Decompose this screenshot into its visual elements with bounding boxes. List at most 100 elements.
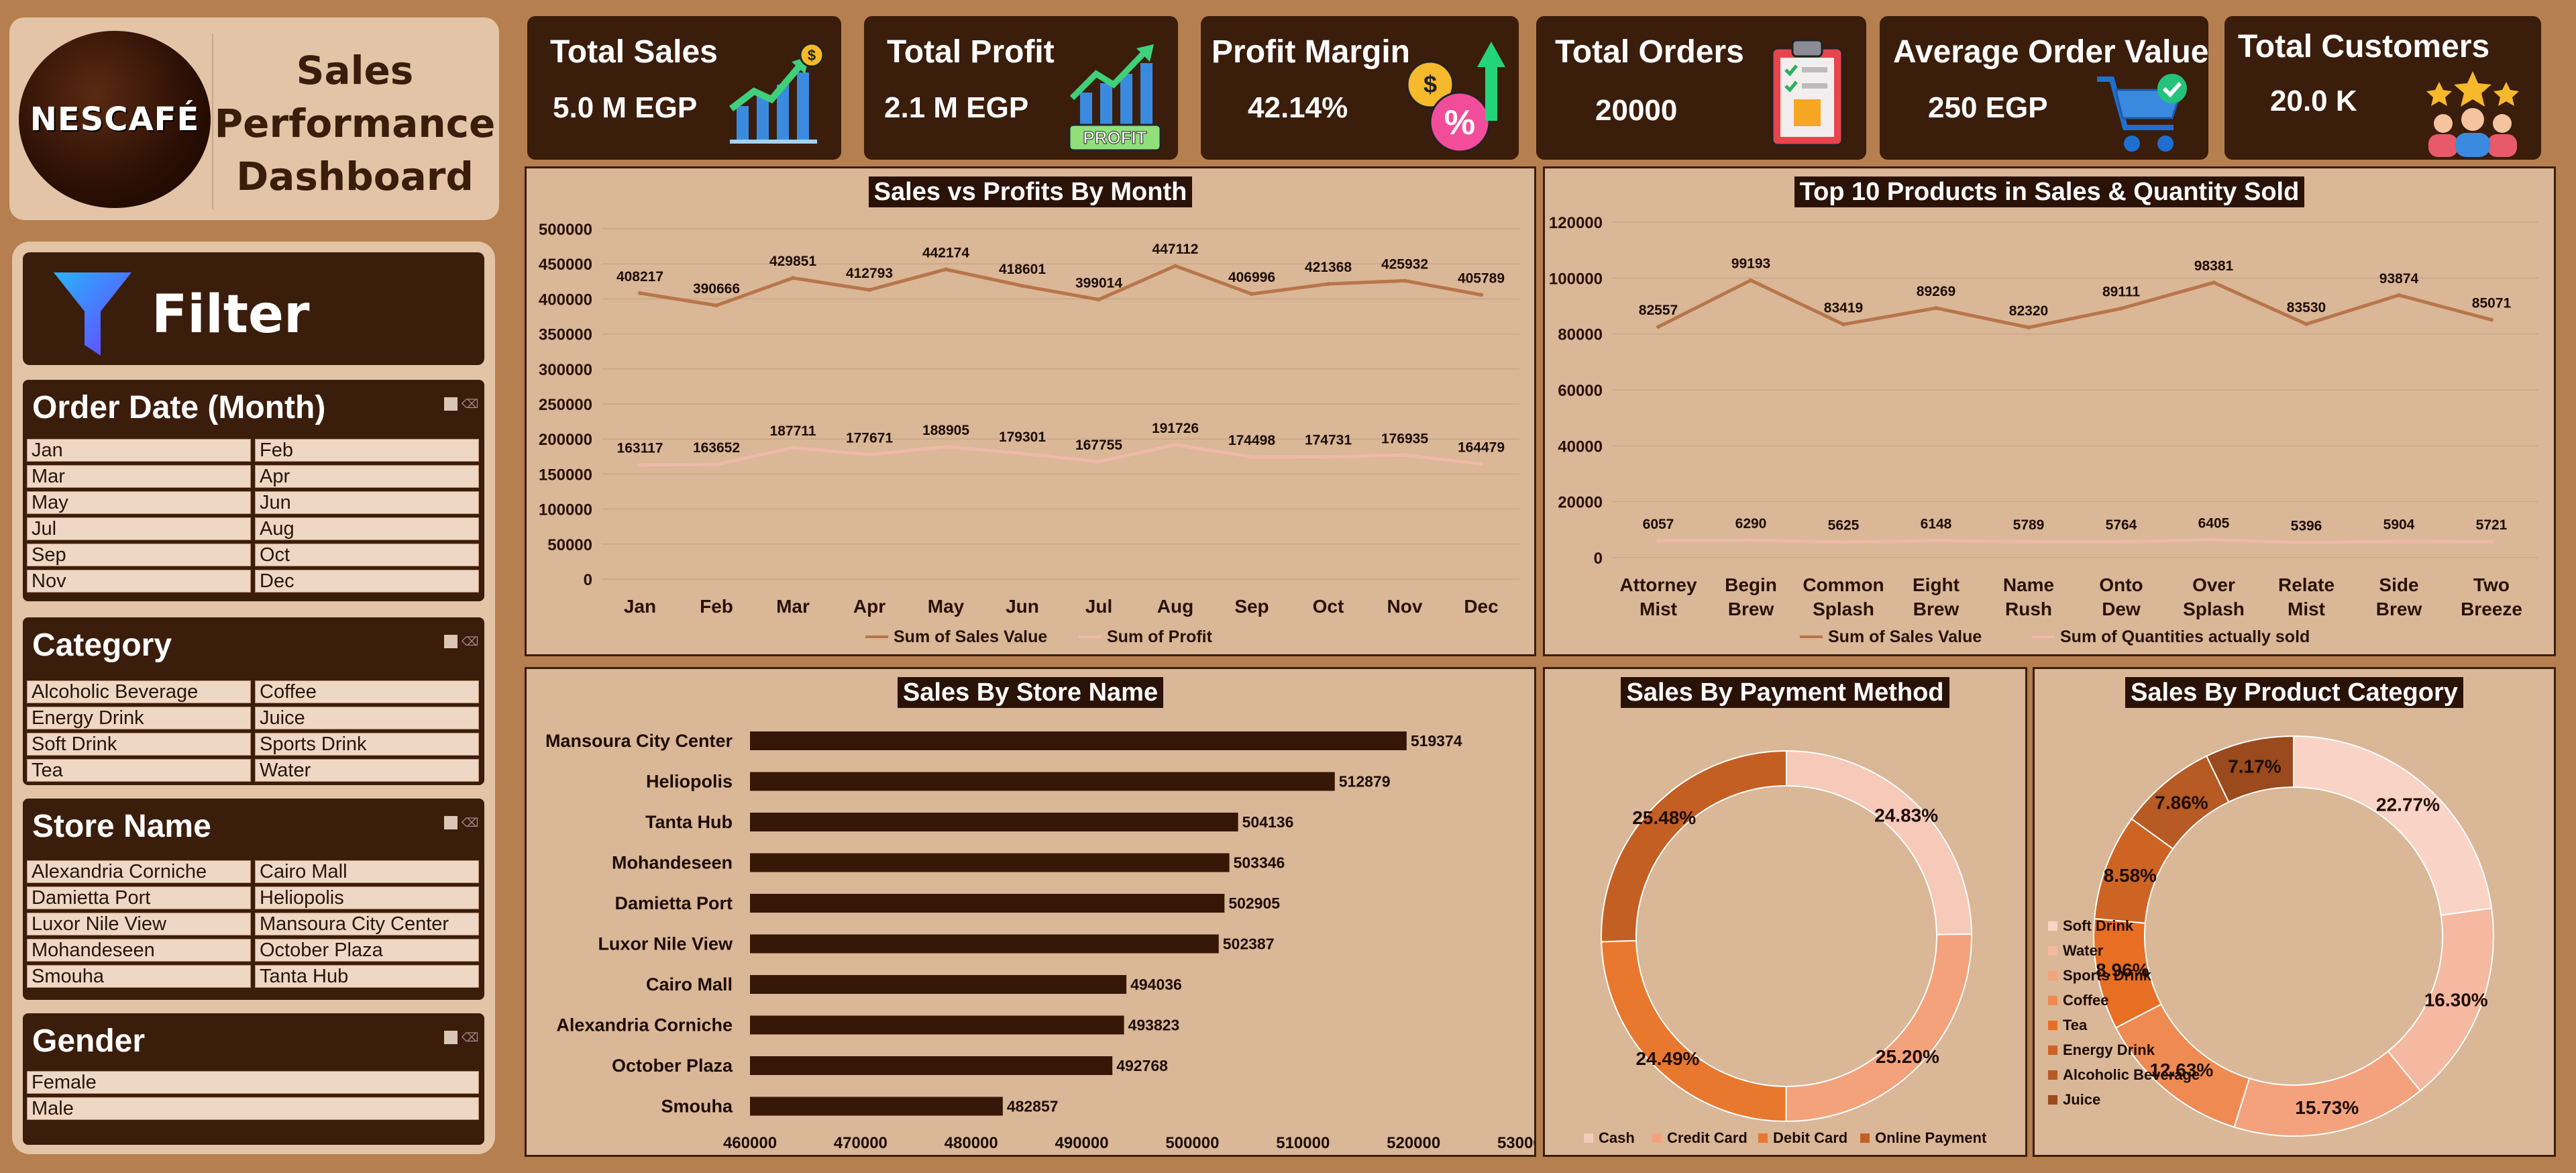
bar-category-label: Luxor Nile View [598, 934, 733, 954]
slicer-item[interactable]: Damietta Port [27, 886, 251, 909]
data-label: 6057 [1643, 517, 1674, 532]
x-tick-label: Name [2003, 574, 2054, 595]
slicer-item[interactable]: Jun [255, 491, 479, 514]
slicer-item[interactable]: Heliopolis [255, 886, 479, 909]
data-point [2304, 540, 2308, 545]
multi-select-icon[interactable]: ⌫ [444, 1031, 478, 1044]
product-category-panel: Sales By Product Category 22.77% 16.30% 15… [2033, 667, 2556, 1157]
logo-text: NESCAFÉ [30, 101, 200, 138]
x-tick-label: Dec [1464, 596, 1498, 617]
y-tick-label: 250000 [539, 396, 592, 414]
data-point [2397, 293, 2401, 297]
slicer-item[interactable]: Dec [255, 570, 479, 593]
donut-slice [1786, 750, 1972, 935]
data-point [1403, 278, 1407, 283]
data-point [2304, 321, 2308, 326]
data-point [2489, 317, 2493, 322]
y-tick-label: 200000 [539, 431, 592, 449]
slicer-item[interactable]: Aug [255, 517, 479, 540]
slicer-item[interactable]: Mar [27, 465, 251, 488]
x-tick-label: Begin [1725, 574, 1777, 595]
slice-value-label: 8.58% [2104, 865, 2157, 886]
slicer-item[interactable]: May [27, 491, 251, 514]
kpi-total-profit: Total Profit 2.1 M EGP PROFIT [864, 16, 1178, 160]
slicer-item[interactable]: Cairo Mall [255, 860, 479, 883]
slicer-item[interactable]: Sep [27, 544, 251, 566]
slicer-item[interactable]: Oct [255, 544, 479, 566]
bar [750, 772, 1335, 791]
slicer-item[interactable]: Juice [255, 707, 479, 729]
data-point [944, 444, 948, 449]
data-point [1020, 451, 1024, 456]
kpi-total-sales: Total Sales 5.0 M EGP $ [527, 16, 841, 160]
data-point [867, 452, 871, 457]
sales-vs-profits-panel: Sales vs Profits By Month 0 50000 100000 15… [525, 166, 1536, 656]
dashboard-title-line: Sales [296, 48, 414, 93]
legend-label: Online Payment [1875, 1129, 1987, 1146]
svg-text:%: % [1444, 103, 1475, 142]
legend-swatch [2048, 921, 2057, 931]
x-tick-label: Brew [1913, 599, 1960, 619]
data-label: 174498 [1228, 433, 1275, 448]
slicer-item[interactable]: Jan [27, 439, 251, 462]
slicer-item[interactable]: Nov [27, 570, 251, 593]
legend-label: Water [2063, 942, 2104, 959]
bar-category-label: Damietta Port [614, 893, 733, 913]
slicer-item[interactable]: October Plaza [255, 939, 479, 962]
bar-value-label: 493823 [1128, 1017, 1180, 1034]
data-point [714, 462, 718, 467]
bar-value-label: 504136 [1242, 813, 1294, 831]
slicer-item[interactable]: Jul [27, 517, 251, 540]
slicer-item[interactable]: Mohandeseen [27, 939, 251, 962]
slicer-item[interactable]: Coffee [255, 680, 479, 703]
data-label: 408217 [616, 269, 663, 285]
x-tick-label: 530000 [1497, 1134, 1534, 1152]
slice-value-label: 25.48% [1632, 807, 1696, 828]
slicer-item[interactable]: Luxor Nile View [27, 913, 251, 935]
top-products-chart: 0 20000 40000 60000 80000 100000 120000 Attorne… [1549, 214, 2538, 646]
slicer-item[interactable]: Soft Drink [27, 733, 251, 756]
legend-label: Sum of Quantities actually sold [2060, 627, 2310, 646]
slicer-item[interactable]: Female [27, 1071, 479, 1094]
slicer-item[interactable]: Mansoura City Center [255, 913, 479, 935]
slicer-item[interactable]: Tanta Hub [255, 965, 479, 988]
x-tick-label: 520000 [1387, 1134, 1440, 1152]
nescafe-logo: NESCAFÉ [19, 31, 211, 208]
data-label: 447112 [1152, 242, 1199, 257]
legend-swatch [2048, 1095, 2057, 1105]
data-label: 174731 [1305, 433, 1352, 448]
y-tick-label: 0 [584, 571, 592, 589]
bar-value-label: 519374 [1411, 732, 1462, 750]
slicer-item[interactable]: Alexandria Corniche [27, 860, 251, 883]
legend-label: Credit Card [1667, 1129, 1748, 1146]
multi-select-icon[interactable]: ⌫ [444, 397, 478, 411]
slicer-item[interactable]: Alcoholic Beverage [27, 680, 251, 703]
dashboard-title: Sales Performance Dashboard [211, 44, 499, 203]
x-tick-label: Jul [1085, 596, 1112, 617]
y-tick-label: 150000 [539, 466, 592, 484]
payment-method-chart: 24.83% 25.20% 24.49% 25.48% Cash Credit Card D… [1584, 750, 1987, 1146]
y-tick-label: 120000 [1549, 214, 1603, 232]
slicer-item[interactable]: Smouha [27, 965, 251, 988]
kpi-label: Profit Margin [1212, 34, 1410, 70]
slicer-item[interactable]: Feb [255, 439, 479, 462]
y-tick-label: 60000 [1558, 382, 1603, 400]
kpi-value: 20.0 K [2270, 85, 2357, 117]
y-tick-label: 100000 [1549, 270, 1603, 288]
slicer-item[interactable]: Water [255, 759, 479, 782]
slicer-item[interactable]: Tea [27, 759, 251, 782]
multi-select-icon[interactable]: ⌫ [444, 816, 478, 829]
kpi-value: 250 EGP [1928, 91, 2048, 124]
x-tick-label: Eight [1913, 574, 1960, 595]
data-point [1934, 538, 1938, 543]
x-tick-label: Mist [1640, 599, 1677, 619]
data-point [1097, 459, 1101, 464]
slicer-item[interactable]: Male [27, 1097, 479, 1120]
data-label: 163652 [693, 440, 740, 456]
slicer-item[interactable]: Sports Drink [255, 733, 479, 756]
slicer-item[interactable]: Apr [255, 465, 479, 488]
slicer-item[interactable]: Energy Drink [27, 707, 251, 729]
multi-select-icon[interactable]: ⌫ [444, 635, 478, 648]
data-label: 167755 [1075, 438, 1122, 453]
data-point [791, 276, 795, 280]
